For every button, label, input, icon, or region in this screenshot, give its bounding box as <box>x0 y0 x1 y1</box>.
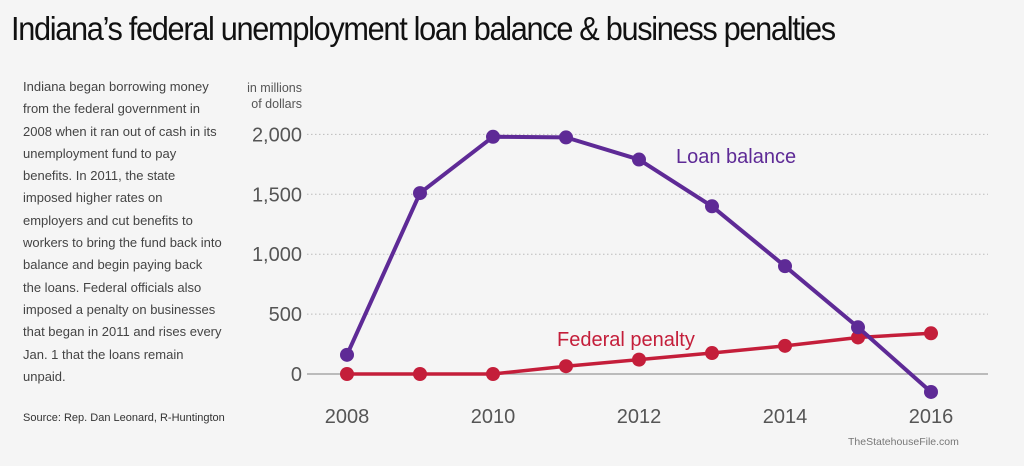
data-point-marker <box>778 259 792 274</box>
data-point-marker <box>340 367 354 381</box>
y-axis-unit-text: of dollars <box>251 97 302 111</box>
y-tick-label: 2,000 <box>252 124 302 146</box>
x-tick-label: 2012 <box>617 406 662 428</box>
data-point-marker <box>632 352 646 367</box>
data-point-marker <box>486 367 500 381</box>
data-point-marker <box>924 326 938 341</box>
data-point-marker <box>924 384 938 399</box>
data-point-marker <box>632 152 646 167</box>
federal-penalty-series <box>340 326 938 381</box>
loan-balance-series <box>340 129 938 399</box>
data-point-marker <box>340 347 354 362</box>
loan-balance-label: Loan balance <box>676 146 796 168</box>
chart-description: Indiana began borrowing money from the f… <box>23 79 222 384</box>
data-point-marker <box>778 338 792 353</box>
x-tick-label: 2010 <box>471 406 516 428</box>
credit-note: TheStatehouseFile.com <box>848 436 959 448</box>
y-tick-label: 500 <box>269 304 302 326</box>
x-tick-label: 2016 <box>909 406 954 428</box>
data-point-marker <box>413 186 427 201</box>
data-point-marker <box>851 320 865 335</box>
chart-title: Indiana’s federal unemployment loan bala… <box>11 10 836 47</box>
x-tick-label: 2008 <box>325 406 370 428</box>
data-point-marker <box>413 367 427 381</box>
data-point-marker <box>705 199 719 214</box>
x-axis-ticks: 2008 2010 2012 2014 2016 <box>325 406 954 428</box>
data-point-marker <box>851 330 865 345</box>
series-labels: Loan balance Federal penalty <box>557 146 796 351</box>
data-point-marker <box>705 346 719 361</box>
y-axis-unit-label: in millions of dollars <box>247 81 302 111</box>
federal-penalty-label: Federal penalty <box>557 329 695 351</box>
y-axis-unit-text: in millions <box>247 81 302 95</box>
x-tick-label: 2014 <box>763 406 808 428</box>
y-tick-label: 1,000 <box>252 244 302 266</box>
data-point-marker <box>559 130 573 145</box>
data-series <box>340 129 938 399</box>
data-point-marker <box>559 359 573 374</box>
y-axis-ticks: 0 500 1,000 1,500 2,000 <box>252 124 302 386</box>
source-note: Source: Rep. Dan Leonard, R-Huntington <box>23 412 225 424</box>
y-tick-label: 0 <box>291 364 302 386</box>
y-tick-label: 1,500 <box>252 184 302 206</box>
data-point-marker <box>486 129 500 144</box>
